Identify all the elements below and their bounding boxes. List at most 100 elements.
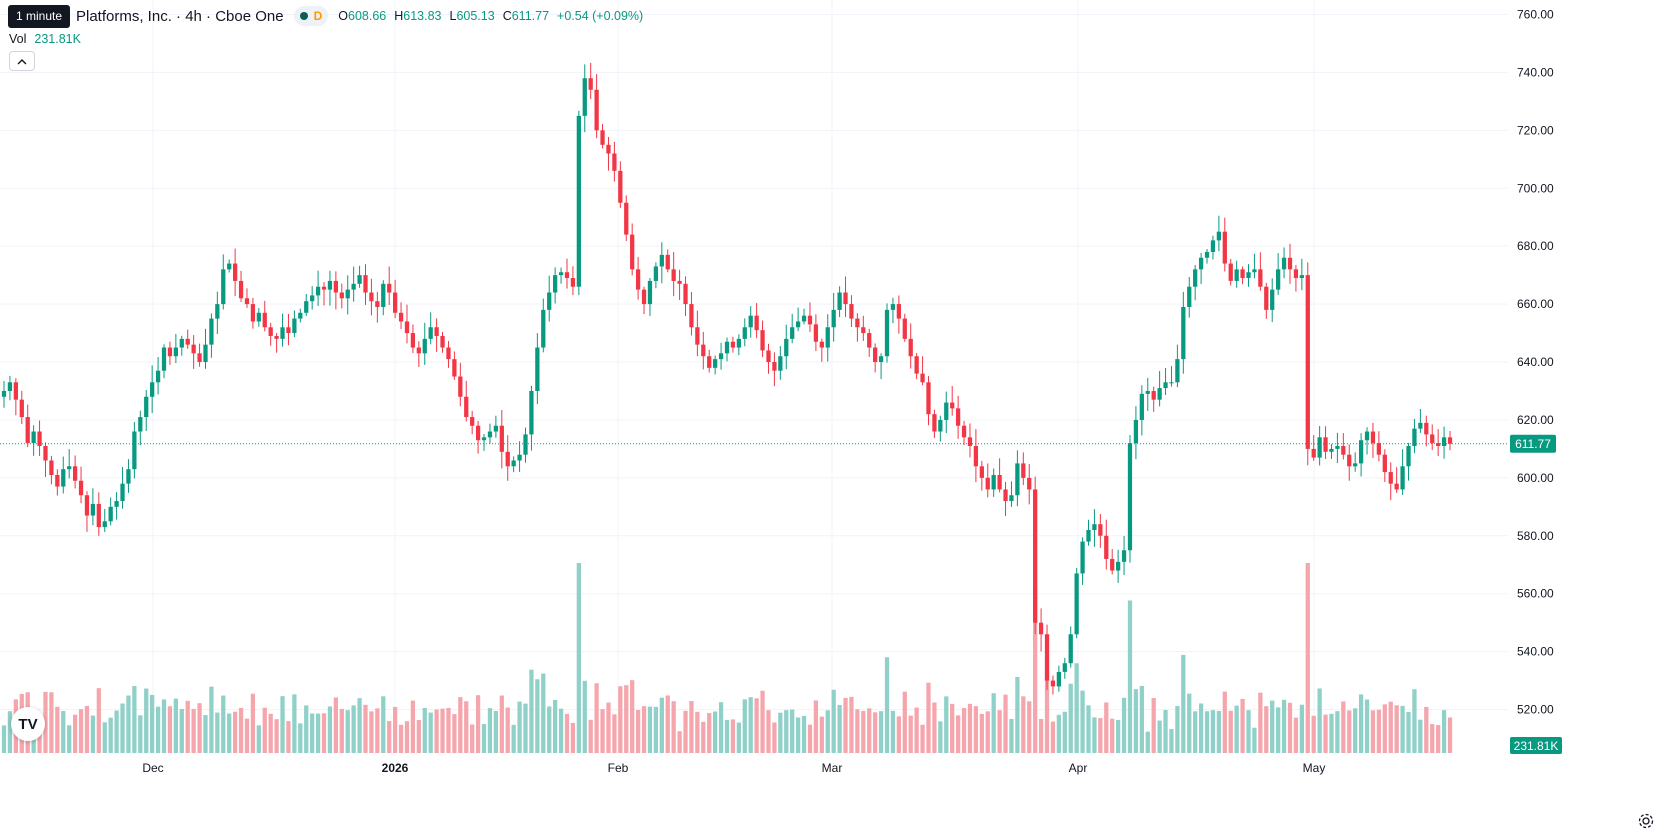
volume-bar [553,699,558,753]
candle-body [1358,440,1364,464]
volume-bar [392,706,398,753]
candle-body [1341,446,1346,455]
candle-body [304,301,309,313]
symbol-legend[interactable]: Platforms, Inc. · 4h · Cboe One D O608.6… [8,6,643,26]
candle-body [487,431,493,438]
candle-body [1021,463,1026,478]
candle-body [1370,431,1376,444]
volume-bar [1198,703,1204,753]
volume-bar [529,669,534,753]
volume-bar [1270,700,1275,753]
candle-body [1115,561,1121,571]
candle-body [108,506,113,522]
last-volume-label: 231.81K [1514,739,1559,753]
candle-body [155,370,161,383]
candle-body [1258,269,1263,287]
volume-legend[interactable]: Vol 231.81K [9,32,81,46]
volume-bar [268,713,273,753]
market-status-pill[interactable]: D [293,6,329,26]
candle-body [298,312,303,319]
candle-body [464,396,469,418]
volume-bar [292,694,297,753]
candle-body [1270,289,1275,310]
candle-body [944,402,949,420]
candle-body [1163,382,1168,389]
volume-bar [819,716,824,753]
volume-bars [1,563,1453,753]
volume-bar [1163,710,1168,753]
volume-bar [1080,690,1085,753]
candle-body [689,304,694,328]
candle-body [203,344,208,363]
candle-body [398,312,404,322]
volume-bar [1424,706,1429,753]
volume-bar [724,719,730,753]
candle-body [1193,269,1198,287]
candle-body [84,495,90,516]
volume-bar [1258,692,1263,753]
volume-bar [997,710,1002,753]
candle-body [801,315,807,322]
tradingview-logo-icon[interactable]: TV [11,707,45,741]
high-value: 613.83 [403,9,442,23]
volume-bar [1240,698,1245,753]
chevron-up-icon [17,58,27,64]
candle-body [772,362,777,371]
volume-bar [647,706,653,753]
volume-bar [707,713,712,753]
time-axis[interactable]: Dec 2026 Feb Mar Apr May [142,761,1325,775]
volume-bar [1216,710,1222,753]
volume-bar [221,695,226,753]
volume-bar [1252,727,1257,753]
candle-body [280,327,285,339]
candle-body [1364,431,1370,441]
volume-bar [665,695,670,753]
candle-body [1418,422,1423,429]
candle-body [724,341,730,354]
candle-body [1127,443,1133,551]
price-tick-label: 620.00 [1517,413,1554,427]
candle-body [363,275,368,293]
candle-body [825,327,830,348]
volume-bar [1412,689,1417,753]
volume-bar [280,696,285,753]
volume-bar [1015,676,1020,753]
volume-bar [416,720,421,753]
volume-bar [1003,694,1008,753]
volume-bar [49,692,54,753]
candle-body [1299,275,1304,279]
gear-icon[interactable] [1637,812,1655,830]
candle-body [1293,269,1299,279]
candle-body [55,474,60,487]
price-axis[interactable]: 760.00 740.00 720.00 700.00 680.00 660.00 640.… [1517,7,1554,716]
volume-bar [1133,689,1139,753]
candle-body [647,280,653,305]
volume-bar [61,711,66,753]
volume-bar [547,706,552,753]
volume-bar [310,713,315,753]
volume-bar [1388,701,1393,753]
volume-bar [108,717,113,753]
volume-bar [505,707,510,753]
candle-body [701,344,706,357]
volume-bar [701,721,706,753]
candle-body [523,434,528,455]
volume-bar [985,711,990,753]
volume-bar [807,724,813,753]
collapse-legend-button[interactable] [9,51,35,71]
symbol-title[interactable]: Platforms, Inc. · 4h · Cboe One [76,7,284,25]
candle-body [1353,463,1358,467]
volume-bar [404,721,410,753]
candle-body [1281,257,1287,270]
volume-bar [232,711,238,753]
candle-body [837,292,842,310]
volume-bar [256,725,261,753]
volume-bar [1394,705,1399,753]
candle-body [1216,231,1222,241]
interval-tooltip: 1 minute [8,5,71,28]
price-tick-label: 560.00 [1517,587,1554,601]
volume-bar [1234,705,1239,753]
candles [1,62,1453,695]
volume-bar [1056,714,1062,753]
